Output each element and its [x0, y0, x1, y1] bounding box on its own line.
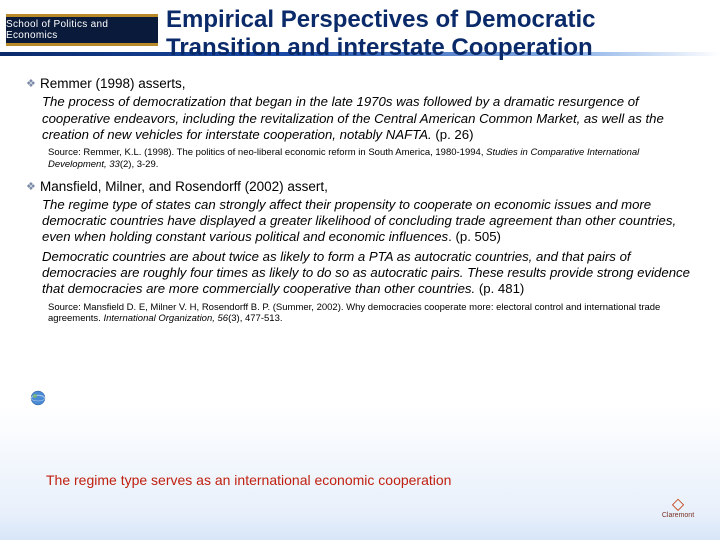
section2-body1: The regime type of states can strongly a…: [42, 197, 696, 245]
bullet-1-lead: Remmer (1998) asserts,: [40, 76, 186, 92]
section1-source-post: (2), 3-29.: [120, 159, 159, 170]
section2-source-italic: International Organization, 56: [103, 313, 228, 324]
section2-body2-tail: (p. 481): [475, 281, 524, 296]
globe-icon: [30, 390, 46, 406]
bullet-1: ❖ Remmer (1998) asserts,: [26, 76, 696, 92]
section2-body1-italic: The regime type of states can strongly a…: [42, 197, 676, 244]
bullet-2: ❖ Mansfield, Milner, and Rosendorff (200…: [26, 179, 696, 195]
diamond-bullet-icon: ❖: [26, 179, 40, 195]
slide-title: Empirical Perspectives of Democratic Tra…: [166, 6, 706, 61]
logo-text: Claremont: [654, 512, 702, 519]
section1-body-italic: The process of democratization that bega…: [42, 94, 664, 141]
section1-source: Source: Remmer, K.L. (1998). The politic…: [48, 147, 696, 171]
diamond-bullet-icon: ❖: [26, 76, 40, 92]
conclusion-text: The regime type serves as an internation…: [46, 472, 451, 488]
flame-icon: ◇: [654, 498, 702, 512]
footer-logo: ◇ Claremont: [654, 498, 702, 530]
section2-body2-italic: Democratic countries are about twice as …: [42, 249, 690, 296]
school-badge: School of Politics and Economics: [6, 14, 158, 46]
section2-body1-tail: . (p. 505): [448, 229, 501, 244]
section1-body-tail: (p. 26): [432, 127, 474, 142]
content-area: ❖ Remmer (1998) asserts, The process of …: [26, 76, 696, 333]
section2-body2: Democratic countries are about twice as …: [42, 249, 696, 297]
section1-body: The process of democratization that bega…: [42, 94, 696, 142]
section1-source-pre: Source: Remmer, K.L. (1998). The politic…: [48, 147, 486, 158]
bullet-2-lead: Mansfield, Milner, and Rosendorff (2002)…: [40, 179, 328, 195]
section2-source-post: (3), 477-513.: [228, 313, 282, 324]
section2-source: Source: Mansfield D. E, Milner V. H, Ros…: [48, 302, 696, 326]
badge-text: School of Politics and Economics: [6, 19, 158, 41]
slide: School of Politics and Economics Empiric…: [0, 0, 720, 540]
